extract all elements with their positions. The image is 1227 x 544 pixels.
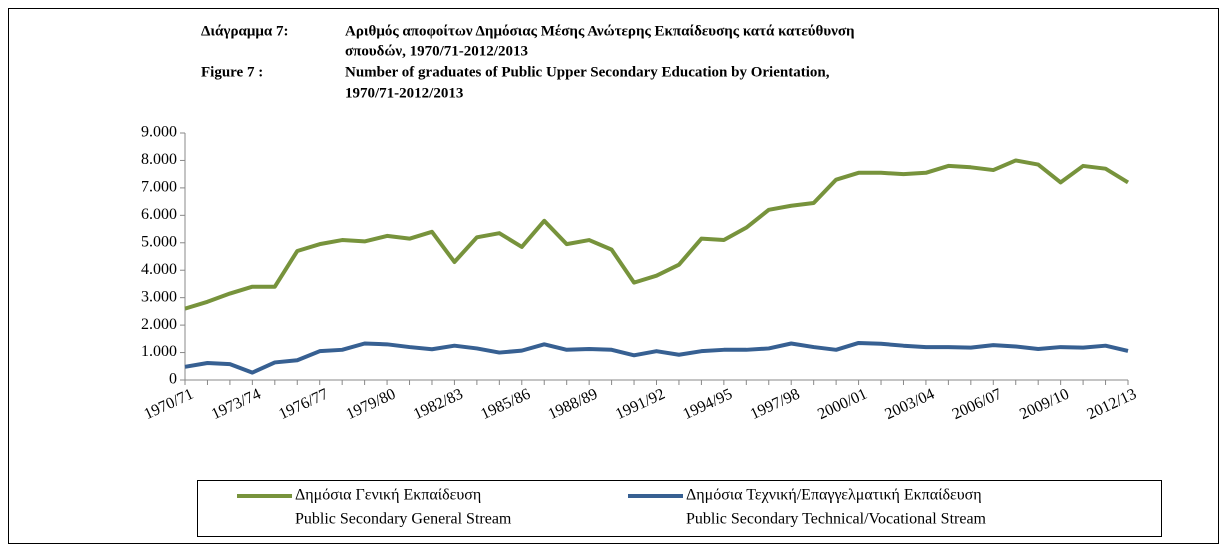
legend-label-en: Public Secondary General Stream [295,511,512,528]
legend-box [197,480,1162,537]
y-tick-label: 0 [169,371,177,388]
legend-label: Δημόσια Τεχνική/Επαγγελματική Εκπαίδευση [686,487,982,504]
y-tick-label: 3.000 [141,288,177,305]
x-tick-label: 2006/07 [950,386,1005,424]
x-tick-label: 1973/74 [209,386,264,424]
title-en-label: Figure 7 : [201,64,263,80]
x-tick-label: 1976/77 [276,386,331,424]
x-tick-label: 1997/98 [748,386,803,424]
x-tick-label: 2012/13 [1085,386,1140,424]
title-el-line: σπουδών, 1970/71-2012/2013 [345,43,528,59]
x-tick-label: 1985/86 [478,386,533,424]
x-tick-label: 1970/71 [142,386,197,424]
title-el-line: Αριθμός αποφοίτων Δημόσιας Μέσης Ανώτερη… [345,23,855,39]
y-tick-label: 1.000 [141,343,177,360]
legend-label: Δημόσια Γενική Εκπαίδευση [295,487,481,504]
legend-label-en: Public Secondary Technical/Vocational St… [686,511,987,528]
x-tick-label: 1991/92 [613,386,668,424]
y-tick-label: 6.000 [141,206,177,223]
series-line [184,158,1130,311]
x-tick-label: 1994/95 [680,386,735,424]
title-el-label: Διάγραμμα 7: [201,23,288,39]
x-tick-label: 2003/04 [882,386,937,424]
x-tick-label: 1982/83 [411,386,466,424]
title-en-line: Number of graduates of Public Upper Seco… [345,64,830,80]
x-tick-label: 2000/01 [815,386,870,424]
y-tick-label: 9.000 [141,124,177,141]
y-tick-label: 4.000 [141,261,177,278]
frame [8,8,1219,544]
y-tick-label: 2.000 [141,316,177,333]
x-tick-label: 1988/89 [546,386,601,424]
x-tick-label: 1979/80 [344,386,399,424]
x-tick-label: 2009/10 [1017,386,1072,424]
series-line [184,340,1129,375]
y-tick-label: 8.000 [141,151,177,168]
y-tick-label: 5.000 [141,233,177,250]
y-tick-label: 7.000 [141,179,177,196]
title-en-line: 1970/71-2012/2013 [345,85,463,101]
